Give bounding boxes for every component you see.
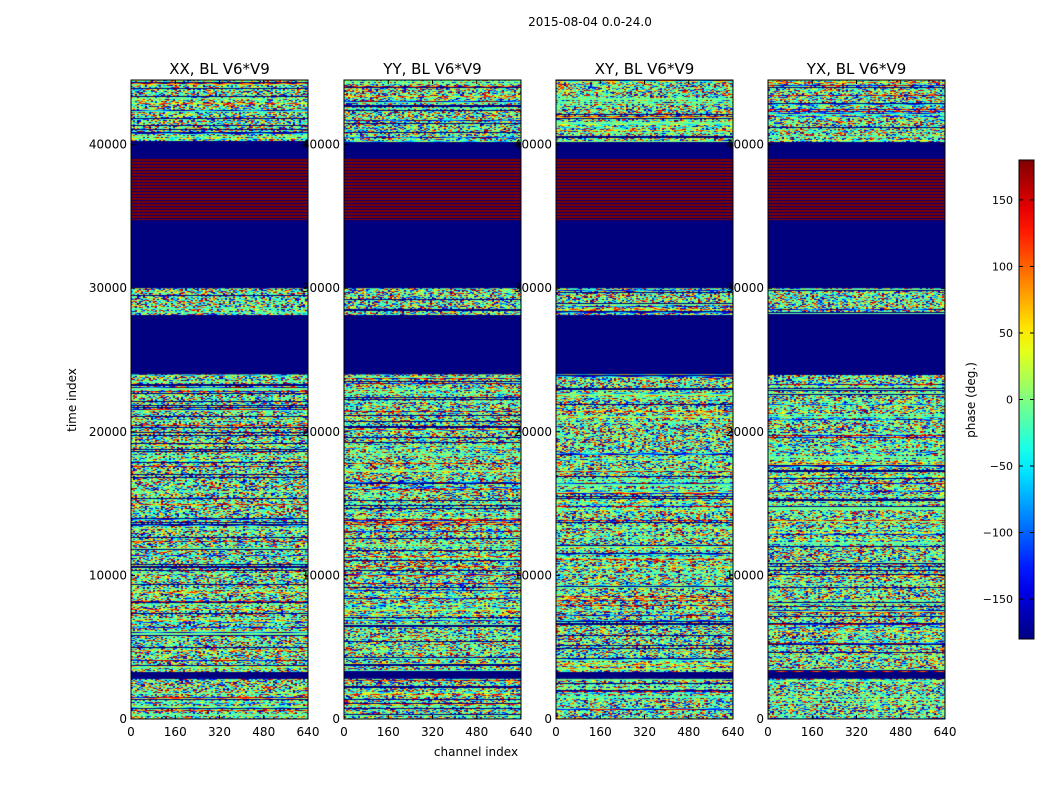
x-tick-label: 640: [510, 725, 533, 739]
y-tick-label: 10000: [302, 568, 340, 582]
phase-heatmap-xx: [131, 80, 308, 719]
colorbar-tick-label: 150: [992, 194, 1013, 207]
y-tick-label: 20000: [726, 425, 764, 439]
x-tick-label: 640: [722, 725, 745, 739]
x-tick-label: 480: [677, 725, 700, 739]
y-tick-label: 10000: [89, 568, 127, 582]
panel-title: YY, BL V6*V9: [382, 60, 481, 78]
x-tick-label: 0: [127, 725, 135, 739]
x-tick-label: 320: [845, 725, 868, 739]
x-tick-label: 0: [764, 725, 772, 739]
colorbar-tick-label: −100: [983, 527, 1013, 540]
panel-yx: YX, BL V6*V9 0 160 320 480 640 0 10000 20000 3000…: [726, 60, 957, 739]
y-tick-label: 0: [756, 712, 764, 726]
y-tick-label: 10000: [726, 568, 764, 582]
y-tick-label: 0: [332, 712, 340, 726]
panel-xy: XY, BL V6*V9 0 160 320 480 640 0 10000 20000 3000…: [514, 60, 745, 739]
x-tick-label: 0: [552, 725, 560, 739]
y-tick-label: 40000: [726, 138, 764, 152]
panels: XX, BL V6*V9 0 160 320 480 640 0 10000 20000 3000…: [89, 60, 957, 739]
x-tick-label: 320: [633, 725, 656, 739]
y-tick-label: 30000: [89, 281, 127, 295]
phase-heatmap-yx: [768, 80, 945, 719]
y-tick-label: 40000: [89, 138, 127, 152]
y-tick-label: 20000: [514, 425, 552, 439]
x-tick-label: 320: [208, 725, 231, 739]
panel-yy: YY, BL V6*V9 0 160 320 480 640 0 10000 20000 3000…: [302, 60, 533, 739]
y-tick-label: 40000: [514, 138, 552, 152]
colorbar-label: phase (deg.): [964, 362, 978, 438]
x-tick-label: 160: [589, 725, 612, 739]
x-tick-label: 640: [934, 725, 957, 739]
phase-heatmap-yy: [344, 80, 521, 719]
phase-heatmap-xy: [556, 80, 733, 719]
y-tick-label: 0: [119, 712, 127, 726]
x-tick-label: 320: [421, 725, 444, 739]
x-axis-label: channel index: [434, 745, 518, 759]
y-tick-label: 20000: [302, 425, 340, 439]
y-tick-label: 20000: [89, 425, 127, 439]
colorbar-tick-label: 0: [1006, 394, 1013, 407]
x-tick-label: 480: [889, 725, 912, 739]
y-tick-label: 10000: [514, 568, 552, 582]
y-tick-label: 0: [544, 712, 552, 726]
panel-title: YX, BL V6*V9: [806, 60, 907, 78]
x-tick-label: 0: [340, 725, 348, 739]
figure-suptitle: 2015-08-04 0.0-24.0: [528, 15, 652, 29]
x-tick-label: 160: [377, 725, 400, 739]
y-tick-label: 30000: [302, 281, 340, 295]
x-tick-label: 160: [164, 725, 187, 739]
x-tick-label: 480: [465, 725, 488, 739]
x-tick-label: 480: [252, 725, 275, 739]
panel-title: XY, BL V6*V9: [595, 60, 695, 78]
panel-xx: XX, BL V6*V9 0 160 320 480 640 0 10000 20000 3000…: [89, 60, 320, 739]
colorbar-tick-label: −150: [983, 593, 1013, 606]
colorbar-tick-label: 50: [999, 327, 1013, 340]
colorbar-tick-label: −50: [990, 460, 1013, 473]
y-tick-label: 30000: [514, 281, 552, 295]
y-axis-label: time index: [65, 368, 79, 432]
x-tick-label: 640: [297, 725, 320, 739]
x-tick-label: 160: [801, 725, 824, 739]
colorbar-tick-label: 100: [992, 260, 1013, 273]
panel-title: XX, BL V6*V9: [169, 60, 270, 78]
y-tick-label: 40000: [302, 138, 340, 152]
colorbar: −150 −100 −50 0 50 100 150 phase (deg.): [964, 159, 1035, 640]
y-tick-label: 30000: [726, 281, 764, 295]
